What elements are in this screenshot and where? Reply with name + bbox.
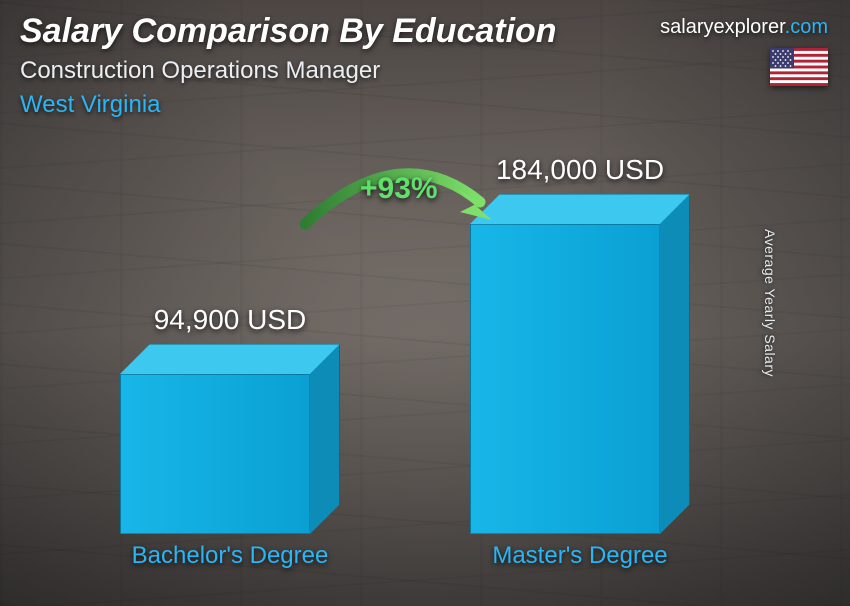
category-label-masters: Master's Degree bbox=[450, 542, 710, 570]
us-flag-icon bbox=[770, 48, 828, 86]
category-label-bachelors: Bachelor's Degree bbox=[100, 542, 360, 570]
percent-increase-badge: +93% bbox=[360, 172, 438, 206]
value-label-masters: 184,000 USD bbox=[450, 154, 710, 186]
brand-prefix: salaryexplorer bbox=[660, 16, 785, 38]
salary-bar-chart: 94,900 USD 184,000 USD Bachelor's Degree… bbox=[0, 154, 850, 574]
value-label-bachelors: 94,900 USD bbox=[100, 304, 360, 336]
brand-label: salaryexplorer.com bbox=[660, 16, 828, 39]
brand-suffix: .com bbox=[785, 16, 828, 38]
bar-side-face bbox=[660, 194, 690, 534]
bar-side-face bbox=[310, 344, 340, 534]
job-title: Construction Operations Manager bbox=[20, 57, 830, 85]
bar-top-face bbox=[470, 194, 690, 224]
bar-front-face bbox=[470, 224, 660, 534]
region-label: West Virginia bbox=[20, 91, 830, 119]
bar-top-face bbox=[120, 344, 340, 374]
bar-front-face bbox=[120, 374, 310, 534]
